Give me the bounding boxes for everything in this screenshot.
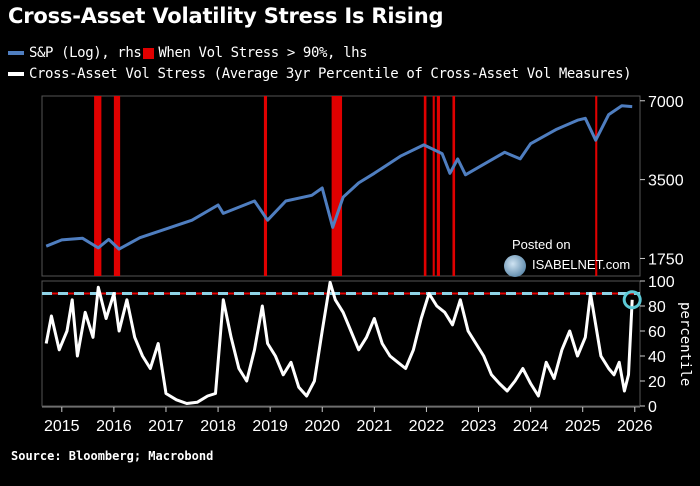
stress-period-band-3 [331,96,343,276]
legend-swatch-vol-stress [8,72,24,76]
vol-stress-line [44,280,634,405]
x-axis-tick-label: 2026 [617,418,653,435]
stress-period-band-1 [113,96,121,276]
vol-axis-tick-label: 40 [648,349,666,366]
vol-axis-tick-label: 20 [648,374,666,391]
x-axis-tick-label: 2015 [44,418,80,435]
legend-label-stress-periods: When Vol Stress > 90%, lhs [158,45,368,61]
x-axis-tick-label: 2022 [409,418,445,435]
vol-axis-title: percentile [677,302,693,386]
vol-axis-tick-label: 100 [648,274,675,291]
x-axis-tick-label: 2016 [96,418,132,435]
globe-logo-icon [504,255,526,277]
stress-period-band-5 [432,96,435,276]
watermark-site-name: ISABELNET.com [532,257,631,272]
x-axis-tick-label: 2017 [148,418,184,435]
vol-axis-tick-label: 60 [648,324,666,341]
sp-log-line [45,104,633,251]
vol-axis-tick-label: 0 [648,399,657,416]
x-axis-tick-label: 2025 [565,418,601,435]
watermark: Posted on ISABELNET.com [504,237,644,279]
stress-period-band-0 [94,96,102,276]
latest-value-marker [622,290,642,310]
legend-swatch-stress [143,47,155,59]
sp-axis-tick-label: 3500 [648,173,684,190]
x-axis-tick-label: 2021 [357,418,393,435]
stress-period-band-6 [436,96,440,276]
stress-period-band-7 [452,96,456,276]
vol-axis-tick-label: 80 [648,299,666,316]
x-axis-tick-label: 2020 [304,418,340,435]
x-axis-tick-label: 2019 [252,418,288,435]
source-note: Source: Bloomberg; Macrobond [11,449,214,463]
watermark-posted-on: Posted on [512,237,571,252]
legend-top-row: S&P (Log), rhs When Vol Stress > 90%, lh… [8,45,368,61]
legend-label-sp: S&P (Log), rhs [29,45,142,61]
stress-period-band-8 [595,96,598,276]
stress-period-band-4 [423,96,427,276]
legend-label-vol-stress: Cross-Asset Vol Stress (Average 3yr Perc… [29,66,632,82]
x-axis-tick-label: 2018 [200,418,236,435]
legend-bottom-row: Cross-Asset Vol Stress (Average 3yr Perc… [8,66,632,82]
chart-title: Cross-Asset Volatility Stress Is Rising [8,4,444,28]
stress-period-band-2 [263,96,268,276]
vol-panel-frame [41,280,641,407]
sp-axis-tick-label: 7000 [648,94,684,111]
sp-axis-tick-label: 1750 [648,251,684,268]
x-axis-tick-label: 2023 [461,418,497,435]
x-axis-tick-label: 2024 [513,418,549,435]
legend-swatch-sp [8,51,24,55]
